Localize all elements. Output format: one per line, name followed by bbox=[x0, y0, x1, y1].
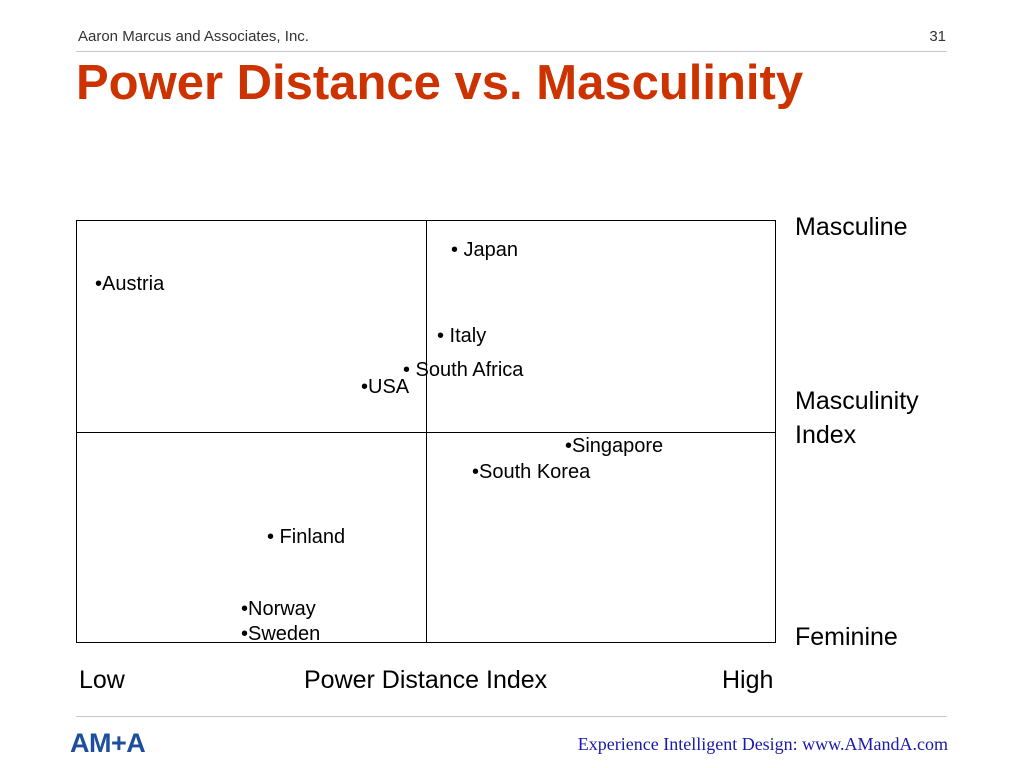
point-label-italy: • Italy bbox=[437, 325, 487, 347]
x-axis-label: Power Distance Index bbox=[304, 666, 548, 694]
website-link[interactable]: Experience Intelligent Design: www.AMand… bbox=[577, 734, 948, 754]
ama-logo: AM+A bbox=[70, 728, 146, 758]
point-label-south-africa: • South Africa bbox=[403, 359, 524, 381]
vertical-divider bbox=[426, 221, 427, 642]
header-divider bbox=[76, 51, 947, 52]
slide-title: Power Distance vs. Masculinity bbox=[76, 56, 804, 110]
x-high-label: High bbox=[722, 666, 774, 694]
company-name: Aaron Marcus and Associates, Inc. bbox=[78, 28, 309, 45]
x-low-label: Low bbox=[79, 666, 125, 694]
point-label-norway: •Norway bbox=[241, 598, 316, 620]
page-number: 31 bbox=[929, 28, 946, 45]
point-label-finland: • Finland bbox=[267, 526, 346, 548]
footer-divider bbox=[76, 716, 947, 717]
y-high-label: Masculine bbox=[795, 213, 908, 241]
horizontal-divider bbox=[77, 432, 775, 433]
point-label-south-korea: •South Korea bbox=[472, 461, 591, 483]
point-label-sweden: •Sweden bbox=[241, 623, 321, 645]
point-label-japan: • Japan bbox=[451, 239, 519, 261]
y-axis-label: Masculinity Index bbox=[795, 387, 919, 449]
point-label-austria: •Austria bbox=[95, 273, 165, 295]
y-low-label: Feminine bbox=[795, 623, 898, 651]
point-label-usa: •USA bbox=[361, 376, 410, 398]
point-label-singapore: •Singapore bbox=[565, 435, 664, 457]
quadrant-chart: • Japan •Austria • Italy • South Africa … bbox=[76, 220, 776, 645]
